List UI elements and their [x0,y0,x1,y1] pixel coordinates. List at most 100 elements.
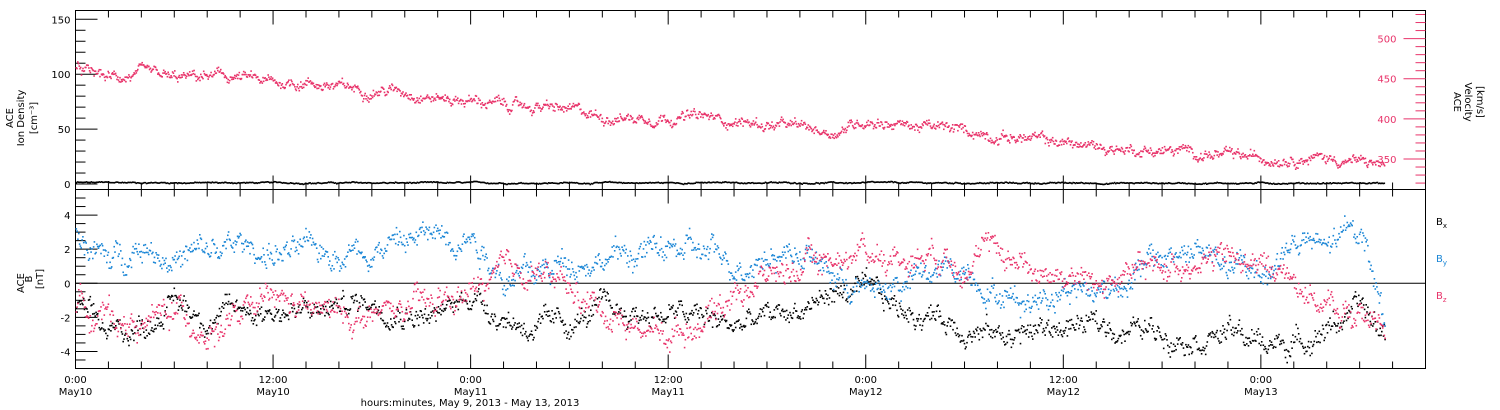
velocity-point [1269,165,1272,167]
velocity-point [1340,164,1342,167]
bx-point [501,317,504,319]
bx-point [407,319,409,322]
bx-point [562,319,564,322]
velocity-point [734,118,737,120]
bx-point [716,325,719,327]
velocity-point [107,70,109,73]
velocity-point [1017,135,1020,138]
velocity-point [164,70,166,73]
velocity-point [481,102,484,104]
velocity-point [1113,153,1115,155]
density-point [831,181,834,183]
bx-point [1144,319,1146,322]
velocity-point [1152,152,1154,154]
velocity-point [1163,145,1166,148]
velocity-point [1076,146,1078,148]
density-point [85,181,88,183]
density-point [822,182,824,184]
bx-point [891,297,893,299]
density-point [264,181,267,183]
velocity-point [1093,146,1095,149]
velocity-point [190,74,192,77]
velocity-point [417,101,420,104]
density-point [1346,182,1349,184]
by-point [152,251,154,254]
bx-point [601,296,604,298]
bx-point [1191,351,1194,353]
bx-point [787,314,790,316]
density-point [457,181,459,183]
density-point [104,181,106,183]
velocity-point [724,122,727,124]
by-point [241,251,244,253]
bx-point [1207,335,1209,337]
bx-point [1042,327,1045,330]
bx-point [934,319,937,321]
bx-point [1231,333,1233,336]
velocity-point [161,76,163,78]
bx-point [331,304,334,307]
velocity-point [471,100,473,103]
density-point [884,181,887,183]
velocity-point [587,116,589,119]
velocity-point [1254,155,1256,157]
bx-point [507,311,510,314]
bx-point [1332,310,1335,313]
by-point [99,244,101,247]
bottom-panel-frame [75,189,1426,369]
velocity-point [351,88,353,91]
velocity-point [888,126,890,128]
bx-point [746,310,748,313]
density-point [561,182,564,184]
velocity-point [691,114,693,117]
velocity-point [519,101,521,104]
density-point [839,181,842,184]
density-point [846,182,849,185]
bx-point [884,298,887,301]
velocity-point [664,119,667,121]
bx-point [925,315,928,317]
bx-point [145,329,148,331]
by-point [140,250,143,253]
velocity-point [605,120,607,123]
bx-point [362,304,364,306]
bx-point [785,309,788,312]
bx-point [1166,339,1168,341]
by-point [147,251,149,254]
velocity-point [498,97,501,100]
bx-point [921,324,924,327]
velocity-point [518,104,521,106]
velocity-point [1343,161,1346,163]
density-point [225,181,227,184]
density-point [813,183,815,185]
velocity-point [505,103,508,106]
velocity-point [158,73,161,76]
density-point [392,182,394,184]
bx-point [737,320,739,322]
velocity-point [1169,146,1172,148]
velocity-point [354,84,356,87]
density-point [826,181,829,184]
density-point [333,182,336,184]
bx-point [530,330,533,332]
velocity-point [1335,161,1337,163]
velocity-point [1060,143,1063,146]
bx-point [558,312,561,315]
velocity-point [1265,163,1267,165]
velocity-point [202,77,204,80]
velocity-point [136,70,138,72]
velocity-point [989,137,992,140]
velocity-point [1023,139,1026,141]
density-point [81,181,83,184]
velocity-point [508,109,510,111]
density-point [972,182,974,185]
bx-point [768,316,771,318]
velocity-point [1232,157,1235,160]
bx-point [928,306,930,309]
velocity-point [368,101,370,103]
velocity-point [1334,159,1336,162]
velocity-point [419,102,421,104]
velocity-point [1217,156,1220,158]
velocity-point [1371,162,1373,164]
velocity-point [887,123,890,125]
